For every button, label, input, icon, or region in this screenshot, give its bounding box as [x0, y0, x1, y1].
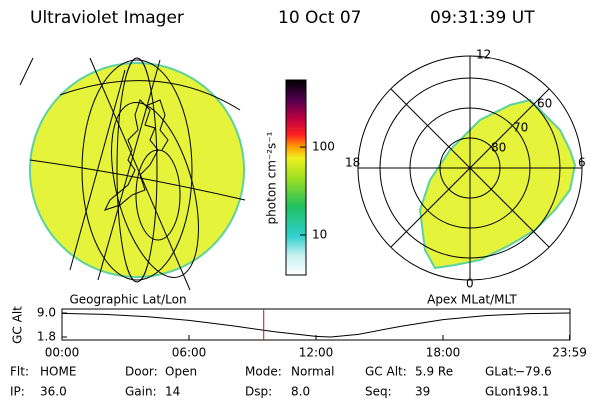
field-value: 198.1 — [515, 385, 549, 399]
colorbar — [285, 79, 307, 276]
mlat-label: 60 — [537, 97, 552, 111]
colorbar-tick-label: 10 — [312, 227, 327, 241]
y-tick-label: 1.8 — [37, 330, 56, 344]
x-tick-label: 00:00 — [45, 346, 80, 360]
field-label: Mode: — [245, 365, 282, 379]
right-caption: Apex MLat/MLT — [427, 293, 517, 307]
field-value: 8.0 — [291, 385, 310, 399]
polar-plot — [357, 55, 583, 281]
mlt-label: 12 — [476, 48, 491, 62]
mlat-label: 70 — [513, 121, 528, 135]
mlt-label: 6 — [578, 156, 586, 170]
colorbar-tick-label: 100 — [312, 140, 335, 154]
mlat-label: 80 — [491, 141, 506, 155]
field-value: 14 — [165, 385, 180, 399]
field-value: 36.0 — [40, 385, 67, 399]
mlt-label: 0 — [466, 277, 474, 291]
y-tick-label: 9.0 — [37, 306, 56, 320]
globe-image — [19, 57, 246, 291]
field-label: GC Alt: — [365, 365, 407, 379]
field-value: HOME — [40, 365, 76, 379]
y-axis-label: GC Alt — [11, 306, 25, 344]
field-label: GLon: — [485, 385, 520, 399]
field-value: Normal — [291, 365, 334, 379]
field-label: Gain: — [125, 385, 157, 399]
left-caption: Geographic Lat/Lon — [69, 293, 186, 307]
time: 09:31:39 UT — [430, 8, 535, 28]
mlt-label: 18 — [345, 156, 360, 170]
field-label: Flt: — [10, 365, 29, 379]
x-tick-label: 06:00 — [172, 346, 207, 360]
altitude-line — [61, 312, 571, 338]
instrument-title: Ultraviolet Imager — [30, 8, 184, 28]
field-value: Open — [165, 365, 197, 379]
field-value: −79.6 — [515, 365, 552, 379]
x-tick-label: 12:00 — [299, 346, 334, 360]
field-value: 5.9 Re — [415, 365, 453, 379]
field-label: IP: — [10, 385, 25, 399]
x-tick-label: 23:59 — [552, 346, 587, 360]
field-label: Dsp: — [245, 385, 272, 399]
field-value: 39 — [415, 385, 430, 399]
field-label: GLat: — [485, 365, 517, 379]
date: 10 Oct 07 — [278, 8, 361, 28]
colorbar-label: photon cm⁻²s⁻¹ — [265, 131, 279, 224]
x-tick-label: 18:00 — [426, 346, 461, 360]
field-label: Seq: — [365, 385, 392, 399]
field-label: Door: — [125, 365, 158, 379]
